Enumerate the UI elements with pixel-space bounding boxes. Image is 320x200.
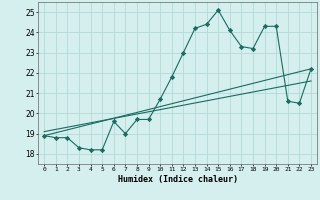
X-axis label: Humidex (Indice chaleur): Humidex (Indice chaleur) [118, 175, 238, 184]
